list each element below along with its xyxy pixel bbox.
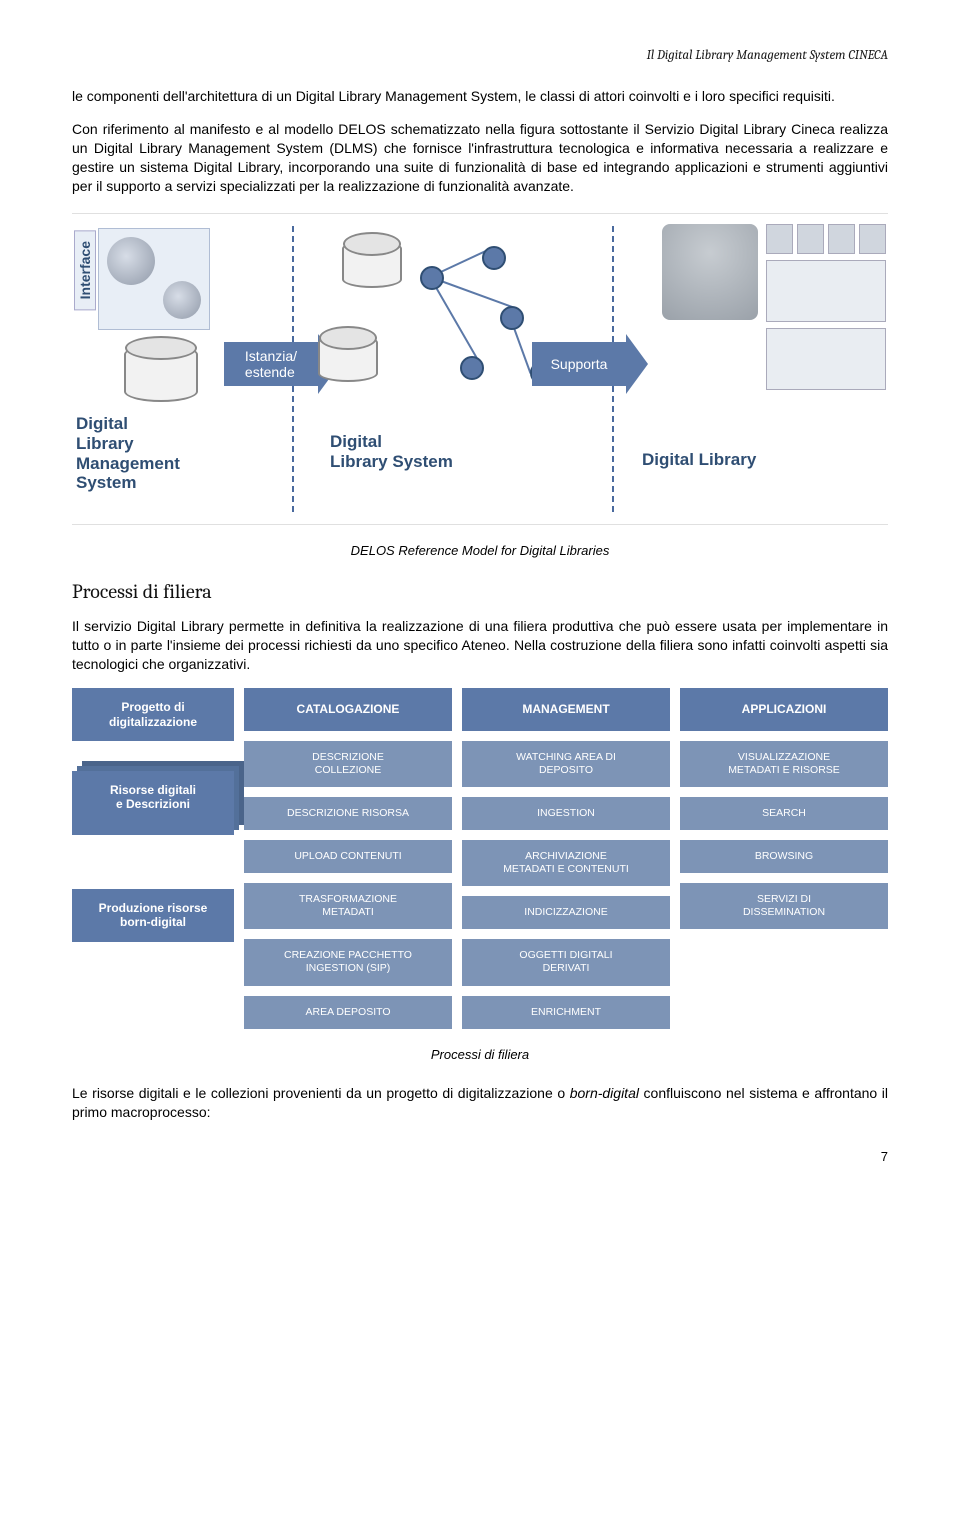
paragraph-1: le componenti dell'architettura di un Di… [72, 87, 888, 106]
process-box: ENRICHMENT [462, 996, 670, 1029]
process-box: DESCRIZIONE RISORSA [244, 797, 452, 830]
left-box-borndigital: Produzione risorseborn-digital [72, 889, 234, 942]
process-box: VISUALIZZAZIONEMETADATI E RISORSE [680, 741, 888, 787]
col3-label: Digital Library [642, 450, 756, 470]
process-box: BROWSING [680, 840, 888, 873]
gears-icon [98, 228, 210, 330]
caption-2: Processi di filiera [72, 1047, 888, 1062]
col-header: CATALOGAZIONE [244, 688, 452, 730]
section-heading: Processi di filiera [72, 580, 888, 603]
caption-1: DELOS Reference Model for Digital Librar… [72, 543, 888, 558]
cylinder-icon [318, 334, 378, 382]
col-header: APPLICAZIONI [680, 688, 888, 730]
col2-label: DigitalLibrary System [330, 432, 453, 471]
col-catalogazione: CATALOGAZIONE DESCRIZIONECOLLEZIONE DESC… [244, 688, 452, 1029]
process-box: WATCHING AREA DIDEPOSITO [462, 741, 670, 787]
paragraph-3: Il servizio Digital Library permette in … [72, 617, 888, 674]
process-box: SEARCH [680, 797, 888, 830]
paragraph-2: Con riferimento al manifesto e al modell… [72, 120, 888, 196]
para4-text: Le risorse digitali e le collezioni prov… [72, 1085, 888, 1120]
paragraph-4: Le risorse digitali e le collezioni prov… [72, 1084, 888, 1122]
interface-label: Interface [74, 230, 96, 310]
left-box-progetto: Progetto didigitalizzazione [72, 688, 234, 741]
col1-label: DigitalLibraryManagementSystem [76, 414, 180, 492]
process-box: INDICIZZAZIONE [462, 896, 670, 929]
anatomy-icon [662, 224, 758, 320]
process-box: UPLOAD CONTENUTI [244, 840, 452, 873]
process-box: INGESTION [462, 797, 670, 830]
page-number: 7 [72, 1149, 888, 1164]
process-box: CREAZIONE PACCHETTOINGESTION (SIP) [244, 939, 452, 985]
process-box: TRASFORMAZIONEMETADATI [244, 883, 452, 929]
delos-model-diagram: Interface DigitalLibraryManagementSystem… [72, 213, 888, 525]
process-box: ARCHIVIAZIONEMETADATI E CONTENUTI [462, 840, 670, 886]
left-box-risorse: Risorse digitalie Descrizioni [72, 771, 234, 835]
thumbnails-icon [766, 224, 886, 414]
running-header: Il Digital Library Management System CIN… [72, 48, 888, 63]
col-management: MANAGEMENT WATCHING AREA DIDEPOSITO INGE… [462, 688, 670, 1029]
process-box: DESCRIZIONECOLLEZIONE [244, 741, 452, 787]
filiera-diagram: Progetto didigitalizzazione Risorse digi… [72, 688, 888, 1029]
process-box: AREA DEPOSITO [244, 996, 452, 1029]
col-header: MANAGEMENT [462, 688, 670, 730]
col-applicazioni: APPLICAZIONI VISUALIZZAZIONEMETADATI E R… [680, 688, 888, 1029]
process-box: SERVIZI DIDISSEMINATION [680, 883, 888, 929]
arrow-supporta: Supporta [532, 334, 648, 394]
cylinder-icon [124, 344, 198, 402]
process-box: OGGETTI DIGITALIDERIVATI [462, 939, 670, 985]
